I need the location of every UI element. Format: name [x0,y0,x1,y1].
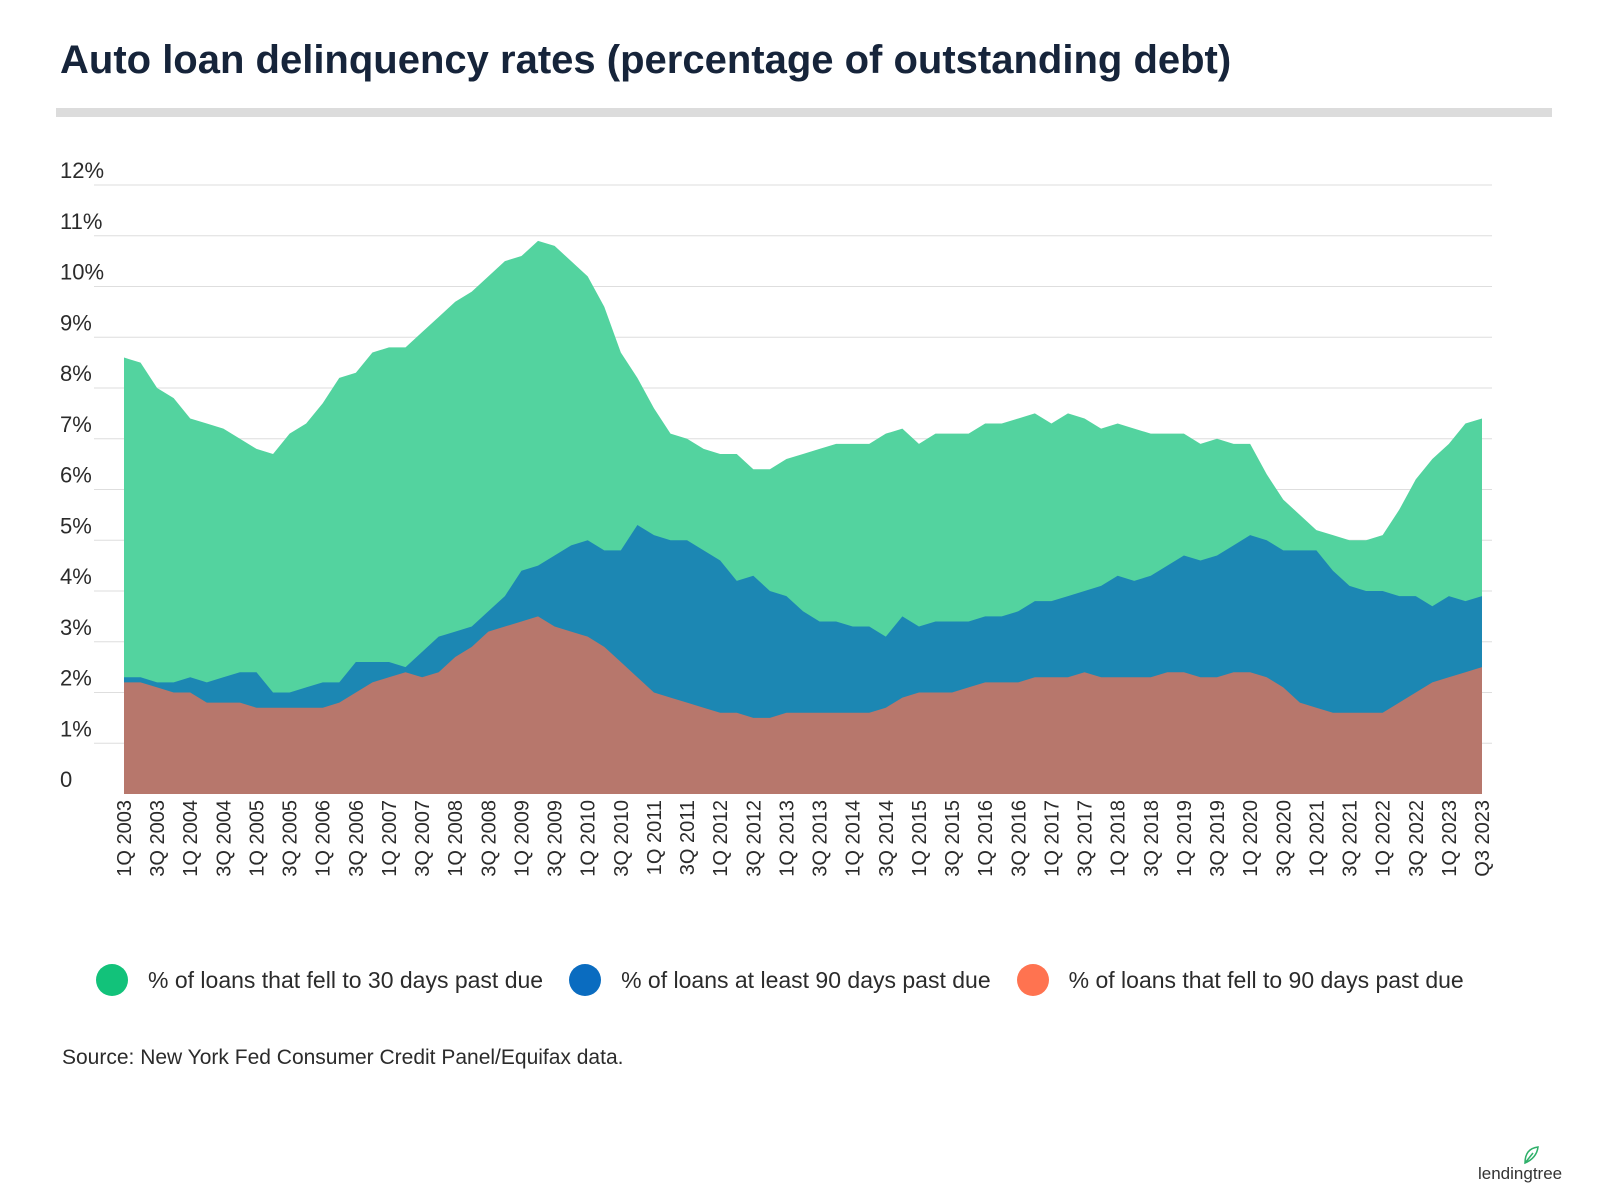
area-series [124,240,1482,794]
x-tick-label: 1Q 2006 [313,800,335,877]
x-tick-label: 3Q 2011 [677,800,699,875]
legend-swatch-30-days [96,964,128,996]
y-tick-label: 0 [60,767,72,792]
leaf-icon [1524,1146,1539,1165]
x-tick-label: 1Q 2008 [445,800,467,877]
x-tick-label: 3Q 2004 [213,800,235,877]
y-tick-label: 5% [60,513,92,538]
x-tick-label: 3Q 2019 [1207,800,1229,877]
legend-label-30-days: % of loans that fell to 30 days past due [148,966,544,993]
x-tick-label: 3Q 2014 [876,800,898,877]
x-tick-label: 1Q 2011 [644,800,666,875]
source-note: Source: New York Fed Consumer Credit Pan… [62,1046,624,1069]
y-tick-label: 6% [60,463,92,488]
x-tick-label: 3Q 2022 [1406,800,1428,877]
x-tick-label: 3Q 2021 [1340,800,1362,877]
x-tick-label: 1Q 2005 [246,800,268,877]
x-tick-label: 1Q 2012 [710,800,732,877]
x-tick-label: 3Q 2015 [942,800,964,877]
legend-label-90-plus: % of loans at least 90 days past due [621,966,991,993]
x-tick-label: 3Q 2003 [147,800,169,877]
x-tick-label: 1Q 2010 [578,800,600,877]
x-tick-label: 1Q 2017 [1041,800,1063,877]
y-axis-ticks: 0 1% 2% 3% 4% 5% 6% 7% 8% 9% 10% 11% 12% [60,158,104,792]
x-tick-label: 3Q 2010 [611,800,633,877]
x-tick-label: 3Q 2009 [545,800,567,877]
x-tick-label: 3Q 2008 [478,800,500,877]
x-tick-label: 1Q 2003 [114,800,136,877]
x-tick-label: 3Q 2006 [346,800,368,877]
x-tick-label: 1Q 2013 [776,800,798,877]
y-tick-label: 1% [60,716,92,741]
y-tick-label: 12% [60,158,104,183]
legend-item-30-days[interactable]: % of loans that fell to 30 days past due [96,964,543,996]
x-tick-label: 3Q 2020 [1273,800,1295,877]
lendingtree-logo: lendingtree [1478,1164,1563,1183]
x-tick-label: 1Q 2023 [1439,800,1461,877]
y-tick-label: 7% [60,412,92,437]
legend-label-90-new: % of loans that fell to 90 days past due [1068,966,1464,993]
y-tick-label: 4% [60,564,92,589]
y-tick-label: 11% [60,209,102,234]
x-tick-label: 3Q 2013 [810,800,832,877]
x-tick-label: Q3 2023 [1472,800,1494,877]
legend: % of loans that fell to 30 days past due… [96,964,1490,996]
chart-title: Auto loan delinquency rates (percentage … [60,38,1232,82]
x-tick-label: 1Q 2022 [1373,800,1395,877]
area-series-90new[interactable] [124,616,1482,794]
x-tick-label: 3Q 2007 [412,800,434,877]
x-tick-label: 1Q 2021 [1306,800,1328,877]
x-tick-label: 1Q 2009 [511,800,533,877]
y-tick-label: 10% [60,260,104,285]
legend-swatch-90-plus [569,964,602,996]
title-divider [56,108,1552,117]
x-tick-label: 3Q 2016 [1008,800,1030,877]
area-chart: 0 1% 2% 3% 4% 5% 6% 7% 8% 9% 10% 11% 12% 1Q 2003 3Q 2… [60,158,1494,877]
y-tick-label: 3% [60,615,92,640]
x-tick-label: 3Q 2005 [280,800,302,877]
y-tick-label: 8% [60,361,92,386]
x-tick-label: 3Q 2018 [1141,800,1163,877]
legend-item-90-plus[interactable]: % of loans at least 90 days past due [569,964,991,996]
x-tick-label: 1Q 2014 [843,800,865,877]
x-tick-label: 3Q 2012 [743,800,765,877]
legend-item-90-new[interactable]: % of loans that fell to 90 days past due [1016,964,1464,996]
x-tick-label: 1Q 2007 [379,800,401,877]
x-tick-label: 1Q 2015 [909,800,931,877]
x-tick-label: 1Q 2018 [1108,800,1130,877]
x-tick-label: 1Q 2016 [975,800,997,877]
y-tick-label: 9% [60,310,92,335]
x-axis-ticks: 1Q 2003 3Q 2003 1Q 2004 3Q 2004 1Q 2005 3Q 20… [114,800,1494,877]
y-tick-label: 2% [60,666,92,691]
x-tick-label: 3Q 2017 [1075,800,1097,877]
legend-swatch-90-new [1016,964,1049,996]
x-tick-label: 1Q 2020 [1240,800,1262,877]
x-tick-label: 1Q 2019 [1174,800,1196,877]
x-tick-label: 1Q 2004 [180,800,202,877]
